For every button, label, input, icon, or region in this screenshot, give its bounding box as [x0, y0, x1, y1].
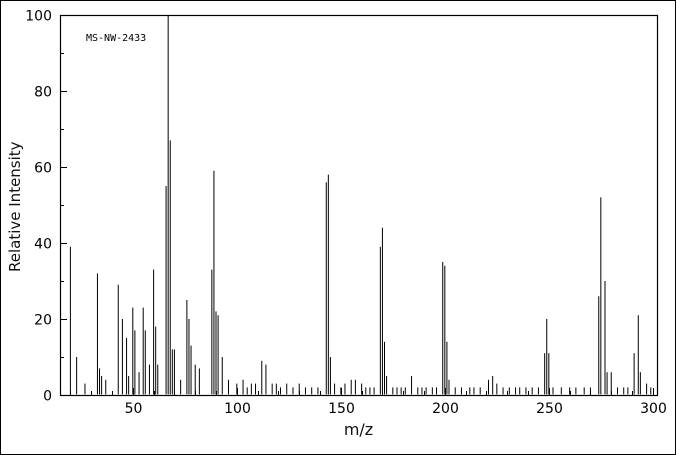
- svg-text:100: 100: [224, 401, 251, 417]
- svg-text:200: 200: [432, 401, 459, 417]
- svg-text:250: 250: [536, 401, 563, 417]
- svg-text:300: 300: [640, 401, 667, 417]
- svg-text:60: 60: [34, 161, 52, 177]
- svg-text:20: 20: [34, 313, 52, 329]
- svg-text:100: 100: [25, 9, 52, 25]
- svg-text:150: 150: [328, 401, 355, 417]
- spectrum-id-label: MS-NW-2433: [86, 33, 147, 44]
- svg-text:50: 50: [125, 401, 143, 417]
- svg-text:40: 40: [34, 237, 52, 253]
- svg-text:0: 0: [43, 389, 52, 405]
- y-axis-label: Relative Intensity: [6, 141, 24, 272]
- svg-text:80: 80: [34, 85, 52, 101]
- x-axis-label: m/z: [343, 420, 374, 439]
